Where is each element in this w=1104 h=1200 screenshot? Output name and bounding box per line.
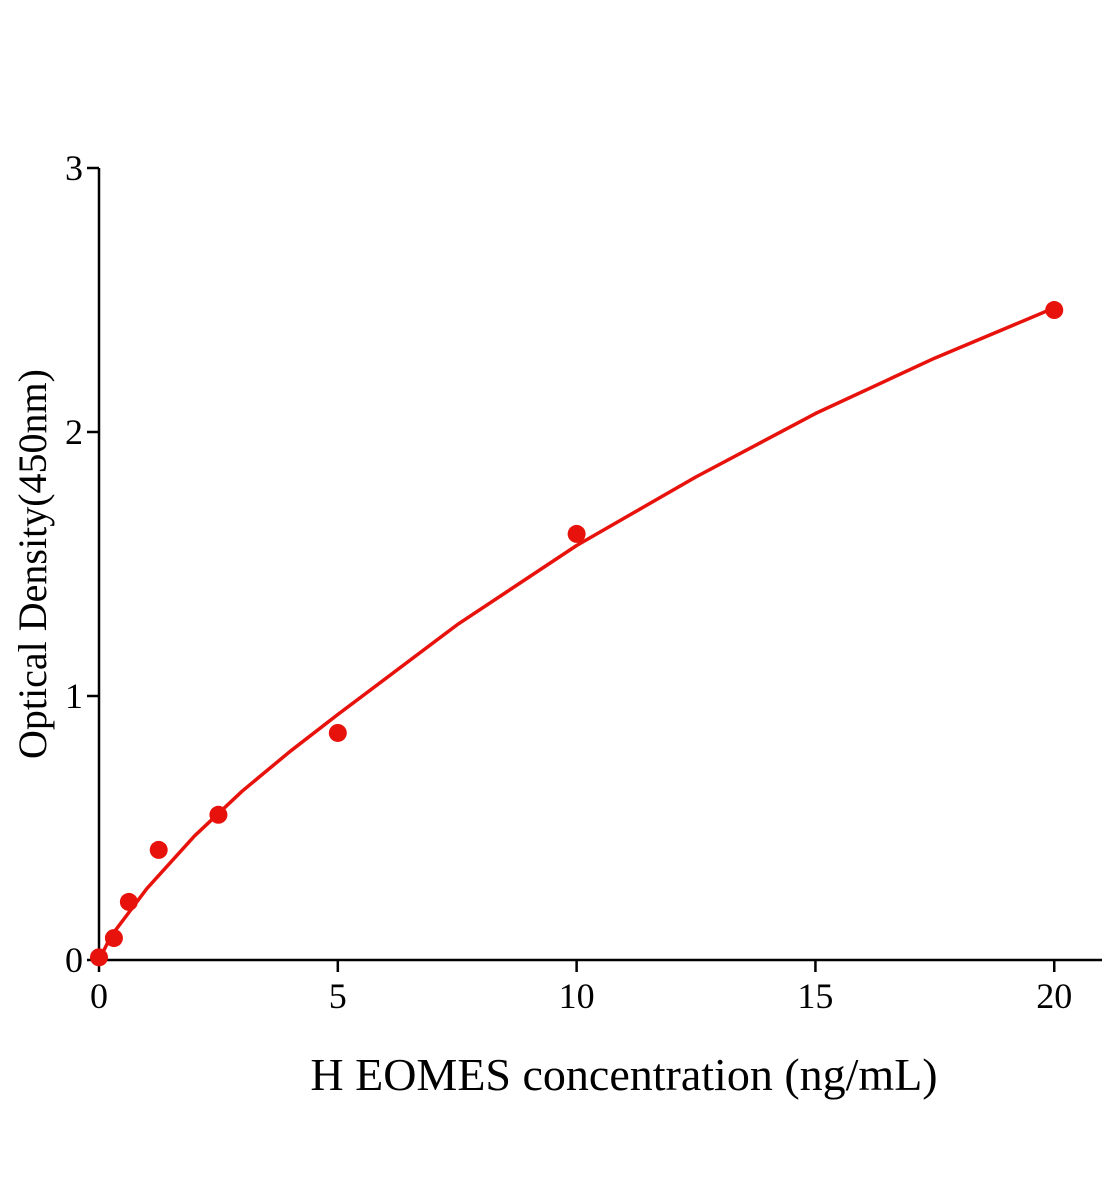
- x-axis-title: H EOMES concentration (ng/mL): [310, 1049, 937, 1100]
- data-point: [104, 929, 123, 948]
- x-tick-label: 15: [797, 976, 833, 1016]
- data-point: [328, 723, 347, 742]
- y-tick-label: 3: [65, 148, 83, 188]
- data-point: [209, 805, 228, 824]
- y-axis-title: Optical Density(450nm): [10, 369, 55, 759]
- x-tick-label: 10: [559, 976, 595, 1016]
- y-tick-label: 1: [65, 676, 83, 716]
- data-point: [90, 948, 108, 967]
- y-tick-label: 0: [65, 940, 83, 980]
- y-tick-label: 2: [65, 412, 83, 452]
- data-point: [567, 524, 586, 543]
- x-tick-label: 0: [90, 976, 108, 1016]
- data-point: [1045, 301, 1064, 320]
- x-tick-label: 20: [1036, 976, 1072, 1016]
- data-point: [149, 840, 168, 859]
- x-tick-label: 5: [329, 976, 347, 1016]
- data-point: [119, 892, 138, 911]
- fit-curve: [97, 306, 1055, 961]
